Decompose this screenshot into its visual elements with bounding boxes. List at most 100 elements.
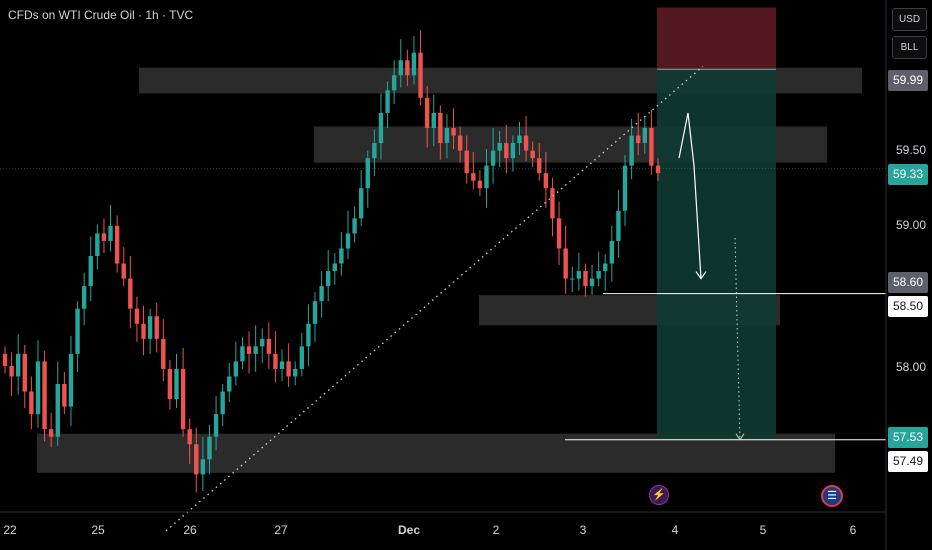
projection-arrow-head: [695, 271, 707, 280]
candle-body: [95, 233, 100, 256]
candle-body: [154, 316, 159, 339]
candle-body: [636, 135, 641, 144]
candle-body: [29, 391, 34, 415]
candle-body: [537, 158, 542, 174]
candle-body: [385, 90, 390, 113]
candle-body: [504, 143, 509, 159]
candle-body: [563, 248, 568, 279]
candle-body: [260, 338, 265, 347]
price-label: 58.00: [896, 360, 927, 374]
candle-body: [81, 286, 87, 309]
us-flag-icon[interactable]: ☰: [821, 485, 843, 507]
date-label: 4: [671, 523, 679, 537]
candle-body: [55, 384, 60, 437]
candle-body: [306, 323, 311, 347]
candle-body: [570, 278, 575, 280]
candle-body: [2, 353, 8, 366]
candle-body: [293, 368, 298, 377]
unit-button[interactable]: BLL: [892, 36, 927, 59]
candle-body: [128, 278, 133, 309]
date-label: 25: [91, 523, 105, 537]
candle-body: [35, 361, 41, 415]
lightning-icon[interactable]: ⚡: [649, 485, 669, 505]
candle-body: [75, 308, 80, 354]
candle-body: [161, 338, 166, 369]
price-tag-last: 59.33: [888, 164, 928, 185]
sr-zone: [37, 433, 835, 473]
candle-body: [345, 233, 351, 249]
candle-body: [365, 158, 370, 189]
candle-body: [411, 52, 417, 76]
candle-body: [358, 188, 364, 219]
candle-body: [642, 128, 648, 144]
date-label: 3: [579, 523, 587, 537]
price-tag-target: 57.53: [888, 427, 928, 448]
candle-body: [227, 376, 232, 392]
candle-body: [339, 248, 344, 264]
candle-body: [319, 286, 324, 302]
candle-body: [589, 278, 595, 287]
candle-body: [603, 263, 608, 272]
candle-body: [550, 188, 555, 219]
candle-body: [477, 180, 483, 189]
candle-body: [207, 436, 212, 460]
candle-body: [616, 210, 621, 241]
candle-body: [141, 323, 146, 339]
candle-body: [556, 218, 562, 249]
candle-body: [405, 60, 410, 76]
candle-body: [438, 112, 443, 144]
candle-body: [517, 135, 522, 144]
candle-body: [431, 112, 436, 128]
price-tag-low: 57.49: [888, 451, 928, 472]
candle-body: [398, 60, 403, 76]
candle-body: [352, 218, 357, 234]
candle-body: [134, 308, 140, 324]
date-label: 5: [759, 523, 767, 537]
candle-body: [490, 150, 496, 166]
price-label: 59.00: [896, 218, 927, 232]
candle-body: [42, 361, 47, 430]
price-tag-level: 58.50: [888, 296, 928, 317]
candle-body: [213, 414, 219, 437]
candle-body: [68, 353, 74, 407]
annotation-layer: [0, 65, 886, 532]
date-label: 6: [849, 523, 857, 537]
candle-body: [629, 135, 634, 166]
candle-body: [253, 346, 258, 354]
candle-body: [332, 263, 337, 272]
candle-body: [266, 338, 272, 354]
trade-box-layer: [657, 7, 776, 440]
candle-body: [543, 173, 549, 189]
candle-body: [240, 346, 245, 362]
candle-body: [299, 346, 305, 369]
currency-button[interactable]: USD: [892, 8, 927, 31]
candle-body: [510, 143, 516, 159]
candle-body: [180, 368, 186, 430]
candle-body: [246, 346, 252, 354]
candle-body: [88, 256, 93, 287]
candle-body: [312, 301, 318, 324]
candle-body: [609, 240, 615, 264]
price-tag-support: 58.60: [888, 272, 928, 293]
candle-body: [108, 225, 113, 241]
candle-body: [655, 165, 661, 174]
candle-body: [121, 263, 126, 279]
candle-body: [649, 128, 654, 166]
candle-body: [200, 459, 206, 475]
candle-body: [147, 316, 153, 339]
candle-body: [62, 384, 67, 407]
candle-body: [471, 173, 476, 181]
candle-body: [286, 361, 291, 377]
chart-title: CFDs on WTI Crude Oil · 1h · TVC: [8, 8, 194, 22]
candle-body: [101, 233, 107, 241]
target-arrow-head: [735, 433, 745, 441]
date-label: 2: [492, 523, 500, 537]
candle-body: [174, 368, 179, 400]
price-label: 59.50: [896, 143, 927, 157]
candle-body: [48, 429, 54, 437]
candle-body: [22, 353, 27, 392]
date-label: 26: [183, 523, 197, 537]
candle-body: [583, 271, 588, 287]
candle-body: [418, 52, 423, 98]
